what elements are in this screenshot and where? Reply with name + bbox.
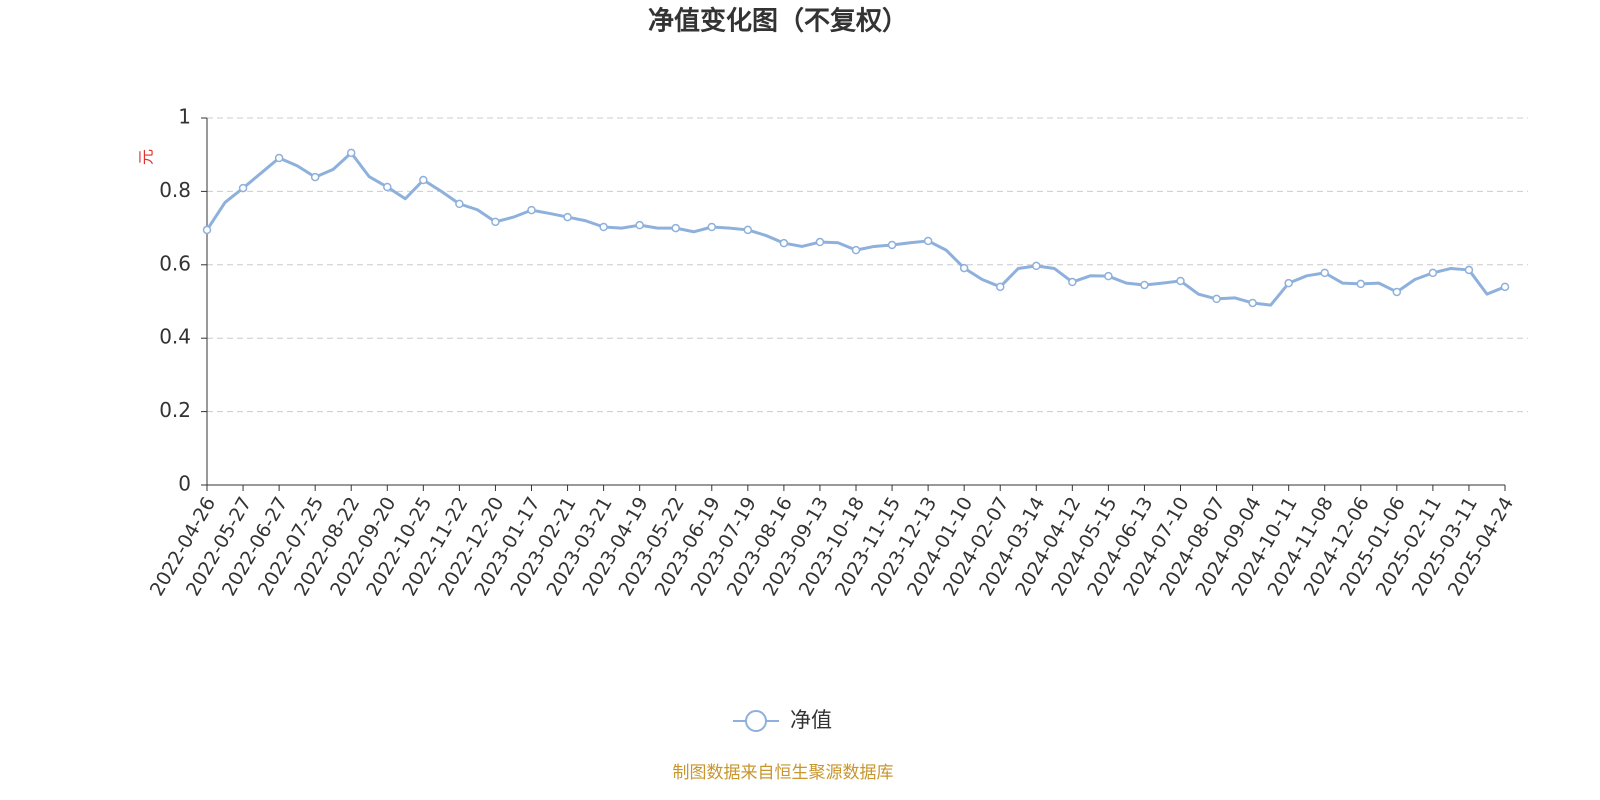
- legend-marker: [745, 710, 767, 732]
- y-tick-label: 0: [178, 472, 191, 496]
- point: [383, 182, 392, 192]
- point: [455, 199, 464, 209]
- point: [707, 222, 717, 232]
- point: [202, 225, 212, 235]
- point: [887, 240, 897, 250]
- y-tick-label: 0.2: [159, 398, 191, 422]
- point: [1104, 271, 1113, 281]
- line: [205, 151, 1506, 307]
- y-tick-label: 0.8: [159, 178, 191, 202]
- point: [851, 245, 861, 255]
- point: [959, 263, 969, 273]
- y-tick-label: 0.6: [159, 251, 191, 275]
- point: [1068, 277, 1077, 287]
- source-note: 制图数据来自恒生聚源数据库: [673, 763, 894, 783]
- y-tick-label: 0.4: [159, 325, 191, 349]
- point: [1392, 287, 1402, 297]
- point: [491, 217, 500, 227]
- y-tick-label: 1: [178, 105, 191, 129]
- point: [274, 153, 284, 163]
- point: [1464, 265, 1474, 275]
- point: [527, 205, 536, 215]
- point: [1356, 279, 1366, 289]
- point: [1212, 294, 1221, 304]
- point: [815, 237, 825, 247]
- point: [563, 212, 572, 222]
- chart-title: 净值变化图（不复权）: [648, 6, 908, 37]
- point: [1320, 268, 1329, 278]
- point: [1248, 298, 1257, 308]
- point: [599, 222, 608, 232]
- point: [743, 225, 753, 235]
- point: [1032, 261, 1041, 271]
- point: [1284, 278, 1293, 288]
- point: [310, 172, 320, 182]
- point: [238, 183, 248, 193]
- point: [1428, 268, 1438, 278]
- point: [671, 223, 680, 233]
- point: [923, 236, 933, 246]
- point: [995, 282, 1005, 292]
- point: [346, 148, 356, 158]
- point: [1140, 280, 1149, 290]
- point: [635, 220, 644, 230]
- point: [419, 175, 428, 185]
- point: [1176, 276, 1185, 286]
- point: [779, 238, 789, 248]
- point: [1500, 282, 1510, 292]
- y-axis-label: 元: [137, 149, 156, 165]
- legend-label: 净值: [790, 708, 832, 732]
